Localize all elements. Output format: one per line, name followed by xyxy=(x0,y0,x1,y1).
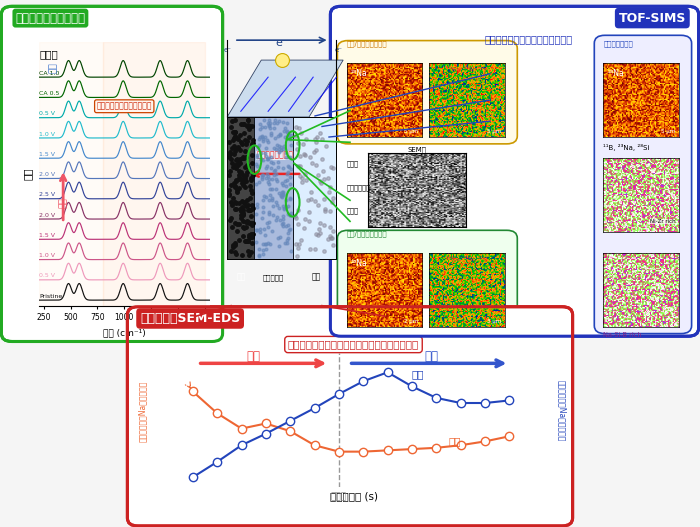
Text: 2.0 V: 2.0 V xyxy=(39,172,55,177)
Text: 規格化されたNa量（負極）: 規格化されたNa量（負極） xyxy=(557,380,566,442)
Text: 1.0 V: 1.0 V xyxy=(39,132,55,136)
Text: ナトリウムイオン: ナトリウムイオン xyxy=(256,151,293,160)
Text: 正極: 正極 xyxy=(236,272,246,281)
Text: 放電: 放電 xyxy=(49,63,57,73)
Text: 充電: 充電 xyxy=(59,197,68,208)
Text: ¹¹B, ²³Na, ²⁸Si: ¹¹B, ²³Na, ²⁸Si xyxy=(603,144,650,151)
Text: 放電: 放電 xyxy=(424,350,438,363)
Text: ²⁶Na: ²⁶Na xyxy=(350,259,367,268)
X-axis label: 充放電時間 (s): 充放電時間 (s) xyxy=(330,492,377,502)
Text: 0.5 V: 0.5 V xyxy=(39,111,55,116)
Text: 1.5 V: 1.5 V xyxy=(39,152,55,157)
Text: TOF-SIMS: TOF-SIMS xyxy=(619,12,686,25)
Text: 規格化されたNa量（正極）: 規格化されたNa量（正極） xyxy=(138,380,146,442)
Text: 負極: 負極 xyxy=(412,369,424,379)
Text: 正極: 正極 xyxy=(449,436,461,446)
X-axis label: 波数 (cm⁻¹): 波数 (cm⁻¹) xyxy=(103,328,146,337)
Text: 2.5 V: 2.5 V xyxy=(39,192,55,197)
Text: オペランドSEM-EDS: オペランドSEM-EDS xyxy=(140,312,240,325)
Polygon shape xyxy=(293,117,337,259)
Text: 固体電解質: 固体電解質 xyxy=(263,274,284,281)
Text: ²³Na, ²⁸Si, ⁵¹V: ²³Na, ²⁸Si, ⁵¹V xyxy=(446,257,488,262)
Text: 5 μm: 5 μm xyxy=(404,129,419,134)
Text: 固体電解質界面: 固体電解質界面 xyxy=(603,41,633,47)
Polygon shape xyxy=(255,117,293,259)
Text: 正極層: 正極層 xyxy=(346,160,358,167)
Text: 負極/固体電解質界面: 負極/固体電解質界面 xyxy=(346,230,387,237)
Text: ²³Na, ²⁸Si, ⁵¹V: ²³Na, ²⁸Si, ⁵¹V xyxy=(446,67,488,72)
Text: 5 μm: 5 μm xyxy=(486,129,501,134)
Text: Ni-Zr rich: Ni-Zr rich xyxy=(650,219,676,224)
Text: 正極層: 正極層 xyxy=(39,50,58,60)
Text: オペランドラマン分光: オペランドラマン分光 xyxy=(15,12,85,25)
Text: Pristine: Pristine xyxy=(39,294,62,299)
Title: 正極層・負極層内におけるナトリウム濃度変化: 正極層・負極層内におけるナトリウム濃度変化 xyxy=(288,339,419,349)
Text: Na-Si-B rich: Na-Si-B rich xyxy=(603,333,642,338)
Text: ²³Na: ²³Na xyxy=(350,69,367,78)
Title: SEM像: SEM像 xyxy=(407,146,426,153)
Text: 粒界領域における精密な元素分布: 粒界領域における精密な元素分布 xyxy=(484,34,573,44)
Text: 活物質の可逆的な構造変化: 活物質の可逆的な構造変化 xyxy=(97,102,152,111)
Text: 1.0 V: 1.0 V xyxy=(39,253,55,258)
Text: 3 μm: 3 μm xyxy=(486,319,501,324)
Text: 負極層: 負極層 xyxy=(346,208,358,214)
Text: e⁻: e⁻ xyxy=(223,46,231,53)
Text: CA 1.0: CA 1.0 xyxy=(39,71,60,76)
Text: 固体電解質層: 固体電解質層 xyxy=(346,184,370,191)
Bar xyxy=(38,42,103,306)
Text: e⁻: e⁻ xyxy=(275,38,288,48)
Text: CA 0.5: CA 0.5 xyxy=(39,91,60,96)
Text: 5 μm: 5 μm xyxy=(661,129,676,134)
Text: e⁻: e⁻ xyxy=(335,46,343,53)
Polygon shape xyxy=(227,117,255,259)
Text: 満充電: 満充電 xyxy=(331,493,347,502)
Text: 1.5 V: 1.5 V xyxy=(39,233,55,238)
Text: 2.0 V: 2.0 V xyxy=(39,212,55,218)
Text: 負極: 負極 xyxy=(312,272,321,281)
Text: 充電: 充電 xyxy=(246,350,260,363)
Polygon shape xyxy=(227,60,343,117)
Text: 2 μm: 2 μm xyxy=(404,319,419,324)
Text: 0.5 V: 0.5 V xyxy=(39,274,55,278)
Text: ²³Na: ²³Na xyxy=(607,69,624,78)
Text: 正極/固体電解質界面: 正極/固体電解質界面 xyxy=(346,41,387,47)
Y-axis label: 強度: 強度 xyxy=(23,168,33,180)
Bar xyxy=(103,42,204,306)
